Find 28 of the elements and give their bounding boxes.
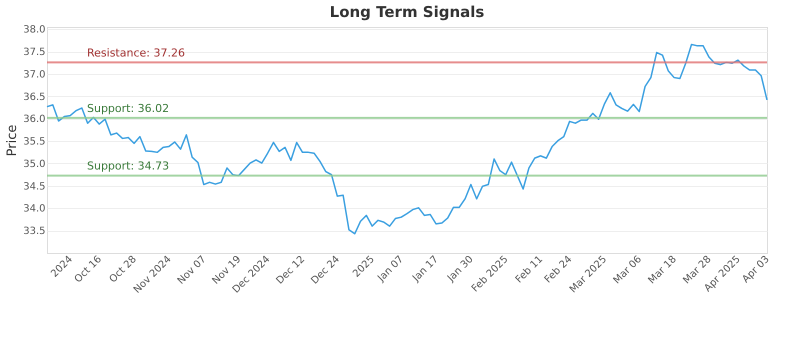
x-tick-label: Jan 30 — [444, 254, 476, 285]
ref-line-label: Support: 34.73 — [87, 160, 170, 173]
ref-line-label: Support: 36.02 — [87, 102, 170, 115]
y-tick-label: 34.5 — [23, 181, 46, 192]
y-tick-label: 34.0 — [23, 204, 46, 215]
y-tick-label: 38.0 — [23, 24, 46, 36]
y-tick-label: 35.0 — [23, 158, 46, 170]
y-tick-label: 37.0 — [23, 69, 46, 80]
x-tick-label: Jan 07 — [375, 254, 406, 285]
x-tick-label: Nov 07 — [176, 254, 209, 287]
y-axis-title: Price — [5, 124, 20, 156]
x-tick-label: Mar 18 — [646, 254, 679, 286]
x-tick-label: Dec 24 — [309, 254, 342, 287]
x-tick-label: Apr 03 — [740, 254, 772, 286]
y-tick-label: 35.5 — [23, 136, 46, 148]
x-tick-label: Oct 16 — [72, 254, 104, 286]
x-tick-label: Feb 11 — [514, 254, 546, 286]
y-tick-label: 37.5 — [23, 47, 46, 58]
x-tick-label: Dec 12 — [274, 254, 308, 287]
chart-title: Long Term Signals — [330, 3, 484, 22]
x-tick-label: Jan 17 — [410, 254, 441, 285]
x-tick-label: Mar 06 — [612, 254, 644, 286]
line-series — [46, 44, 768, 235]
x-tick-label: Oct 28 — [108, 254, 139, 286]
y-tick-label: 36.0 — [23, 114, 46, 126]
y-tick-label: 33.5 — [23, 226, 46, 238]
ref-line-label: Resistance: 37.26 — [87, 46, 185, 60]
y-tick-label: 36.5 — [23, 92, 46, 103]
